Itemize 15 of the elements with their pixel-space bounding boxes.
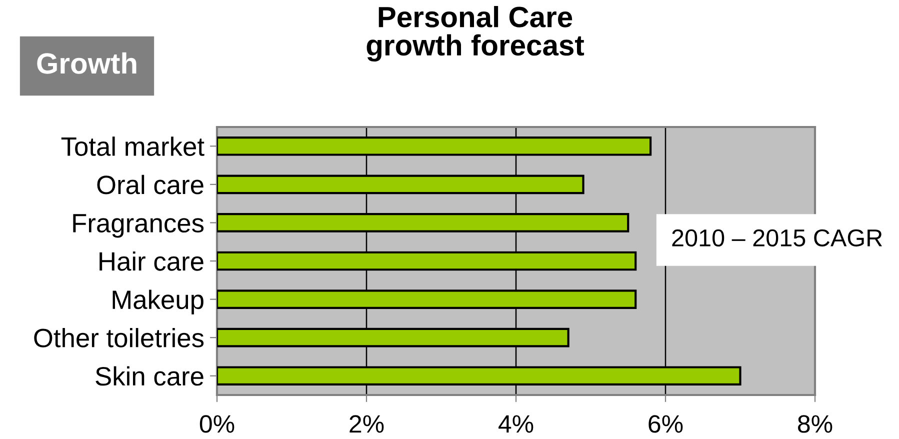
x-tick-label: 2% (350, 415, 384, 433)
text: Growth (37, 52, 136, 74)
x-tick-label: 6% (648, 415, 683, 433)
annotation: 2010 – 2015 CAGR (672, 229, 882, 247)
y-tick-label: Fragrances (73, 214, 204, 238)
x-tick-label: 8% (798, 415, 832, 433)
y-tick-label: Hair care (100, 251, 204, 271)
x-tick-label: 4% (498, 415, 534, 433)
x-tick-label: 0% (200, 415, 234, 433)
y-tick-label: Oral care (97, 174, 204, 194)
y-tick-label: Skin care (96, 366, 204, 386)
chart-title: Personal Care growth forecast (366, 6, 584, 62)
y-tick-label: Total market (61, 136, 204, 156)
y-tick-label: Makeup (112, 290, 204, 314)
y-tick-label: Other toiletries (34, 328, 204, 348)
